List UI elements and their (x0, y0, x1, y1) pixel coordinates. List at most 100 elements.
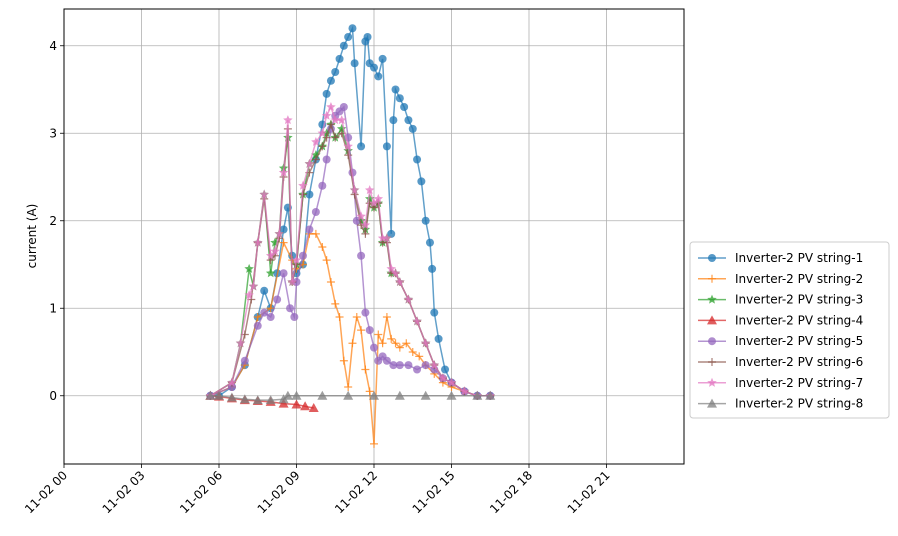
x-tick-label: 11-02 06 (177, 468, 225, 516)
data-point (253, 313, 262, 321)
data-point (360, 220, 371, 230)
data-point (420, 338, 431, 348)
data-point (235, 338, 246, 348)
x-tick-label: 11-02 18 (487, 468, 535, 516)
data-point (404, 361, 413, 370)
data-point (412, 316, 422, 326)
x-tick-label: 11-02 12 (332, 468, 380, 516)
legend-marker (708, 337, 716, 346)
data-point (352, 313, 361, 321)
data-point (421, 216, 430, 225)
plot-area (205, 24, 496, 448)
data-point (365, 387, 374, 396)
data-point (390, 268, 401, 278)
legend-marker (708, 358, 716, 366)
data-point (386, 263, 396, 273)
data-point (363, 33, 372, 41)
data-point (322, 133, 331, 142)
series-5 (206, 103, 495, 400)
data-point (361, 308, 370, 317)
x-tick-label: 11-02 21 (565, 468, 613, 516)
legend-marker (707, 398, 717, 408)
data-point (408, 124, 417, 133)
data-point (413, 155, 422, 164)
data-point (350, 59, 359, 68)
data-point (391, 85, 400, 94)
data-point (417, 177, 426, 186)
data-point (430, 308, 439, 317)
data-point (402, 339, 411, 348)
x-tick-label: 11-02 09 (255, 468, 303, 516)
data-point (291, 390, 302, 400)
data-point (278, 167, 289, 177)
data-point (364, 193, 375, 203)
data-point (260, 286, 269, 295)
data-point (403, 294, 414, 304)
data-point (265, 395, 276, 405)
data-point (317, 390, 328, 400)
data-point (365, 326, 374, 335)
data-point (311, 208, 320, 216)
legend-label: Inverter-2 PV string-2 (735, 272, 863, 286)
data-point (382, 142, 391, 151)
data-point (404, 116, 413, 125)
data-point (298, 251, 307, 260)
data-point (373, 193, 384, 203)
data-point (387, 229, 396, 238)
data-point (291, 255, 302, 265)
data-point (391, 339, 400, 348)
x-axis: 11-02 00 11-02 03 11-02 06 11-02 09 11-02 12… (22, 464, 613, 516)
data-point (214, 390, 224, 400)
legend-item: Inverter-2 PV string-8 (698, 397, 863, 411)
legend-label: Inverter-2 PV string-3 (735, 293, 863, 307)
data-point (259, 189, 269, 199)
data-point (408, 348, 417, 356)
data-point (395, 94, 404, 103)
data-point (331, 133, 340, 142)
y-tick-label: 0 (49, 389, 57, 403)
data-point (387, 334, 396, 343)
legend-marker (708, 274, 716, 283)
data-point (318, 181, 327, 190)
data-point (394, 390, 405, 400)
data-point (343, 141, 353, 151)
data-point (318, 142, 327, 151)
data-point (300, 401, 311, 411)
legend-label: Inverter-2 PV string-1 (735, 251, 863, 265)
data-point (378, 339, 387, 348)
data-point (282, 390, 293, 400)
data-point (226, 392, 237, 402)
data-point (446, 377, 457, 387)
data-point (400, 103, 409, 111)
data-point (395, 277, 405, 287)
data-point (339, 356, 348, 365)
legend-box (689, 241, 890, 419)
legend-label: Inverter-2 PV string-7 (735, 376, 863, 390)
data-point (244, 263, 254, 273)
data-point (434, 334, 443, 343)
data-point (279, 269, 288, 278)
data-point (252, 237, 263, 247)
data-point (265, 250, 276, 260)
data-point (344, 33, 353, 41)
data-point (370, 63, 378, 72)
data-point (349, 185, 360, 195)
data-point (374, 72, 383, 81)
data-point (322, 89, 331, 98)
legend-item: Inverter-2 PV string-2 (698, 272, 863, 286)
data-point (321, 110, 332, 120)
data-point (205, 390, 216, 400)
data-point (361, 365, 370, 374)
data-point (339, 103, 348, 111)
data-point (343, 390, 354, 400)
data-point (421, 361, 430, 370)
series-2 (206, 229, 495, 448)
data-point (273, 295, 282, 304)
data-point (305, 190, 314, 199)
data-point (330, 115, 341, 125)
data-point (311, 137, 321, 147)
data-point (335, 54, 344, 63)
data-point (311, 150, 321, 160)
data-point (326, 120, 335, 129)
